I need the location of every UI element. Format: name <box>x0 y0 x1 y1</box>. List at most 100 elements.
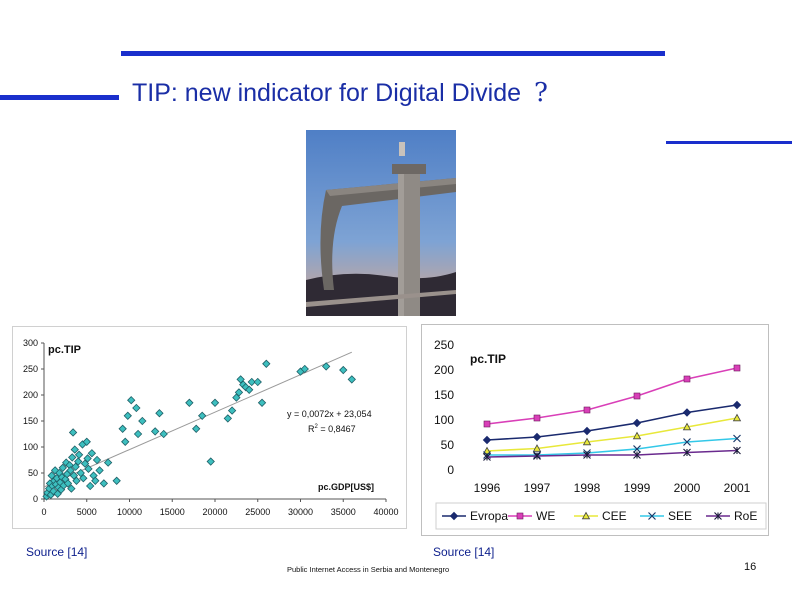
line-chart-panel: 0 50 100 150 200 250 1996 1997 1998 1999 2000 2001 … <box>421 324 769 536</box>
line-marker-square <box>583 406 591 414</box>
line-marker-x <box>633 445 641 453</box>
line-marker-star <box>733 446 741 455</box>
scatter-x-tick-label: 5000 <box>77 507 97 517</box>
scatter-point <box>67 484 76 493</box>
line-marker-triangle <box>581 511 591 520</box>
source-left: Source [14] <box>26 545 88 559</box>
line-marker-square <box>633 392 641 400</box>
line-marker-square <box>516 512 524 520</box>
scatter-x-tick-label: 15000 <box>160 507 185 517</box>
scatter-point <box>262 359 271 368</box>
line-y-tick-label: 250 <box>434 338 454 352</box>
scatter-point <box>92 455 102 465</box>
scatter-y-tick-label: 150 <box>23 416 38 426</box>
scatter-point <box>74 450 84 459</box>
scatter-point <box>95 466 104 475</box>
scatter-x-tick-label: 40000 <box>373 507 398 517</box>
line-marker-triangle <box>682 422 692 431</box>
line-y-tick-label: 50 <box>441 438 455 452</box>
scatter-point <box>118 424 127 433</box>
line-marker-star <box>714 512 722 520</box>
r2-sup: 2 <box>315 424 319 430</box>
scatter-point <box>74 457 83 466</box>
line-marker-x <box>733 434 741 443</box>
scatter-point <box>49 487 58 496</box>
line-series-cee <box>486 417 738 452</box>
scatter-point <box>192 424 201 433</box>
scatter-point <box>339 365 348 375</box>
line-x-tick-label: 1997 <box>524 481 551 495</box>
scatter-y-tick-label: 200 <box>23 390 38 400</box>
scatter-point <box>159 429 168 439</box>
scatter-x-tick-label: 30000 <box>288 507 313 517</box>
scatter-x-tick-label: 10000 <box>117 507 142 517</box>
title-rule-left <box>0 95 119 100</box>
scatter-chart: 0 5000 10000 15000 20000 25000 30000 35000 40000… <box>23 338 399 517</box>
trend-equation: y = 0,0072x + 23,054 <box>287 409 372 419</box>
scatter-point <box>87 449 97 458</box>
scatter-point <box>155 409 164 418</box>
scatter-point <box>86 481 95 491</box>
line-series-evropa <box>486 404 738 441</box>
scatter-point <box>79 474 88 483</box>
scatter-point <box>300 364 309 374</box>
line-marker-star <box>483 453 491 461</box>
line-marker-diamond <box>532 432 542 442</box>
bridge-ramp-photo <box>306 130 456 316</box>
scatter-y-tick-label: 50 <box>28 468 38 478</box>
scatter-point <box>68 428 78 437</box>
title-rule-right <box>666 141 792 144</box>
source-right: Source [14] <box>433 545 495 559</box>
scatter-point <box>72 476 81 485</box>
line-y-tick-label: 0 <box>447 463 454 477</box>
line-series-roe <box>486 449 738 458</box>
scatter-point <box>245 385 254 394</box>
line-y-tick-label: 100 <box>434 413 454 427</box>
scatter-point <box>127 396 136 405</box>
line-x-tick-label: 1996 <box>474 481 501 495</box>
scatter-point <box>103 458 113 467</box>
scatter-point <box>150 427 160 436</box>
scatter-y-tick-label: 0 <box>33 494 38 504</box>
legend-label-evropa: Evropa <box>470 509 508 523</box>
line-marker-diamond <box>732 400 742 410</box>
legend-label-see: SEE <box>668 509 692 523</box>
line-marker-square <box>683 375 691 383</box>
scatter-x-tick-label: 35000 <box>331 507 356 517</box>
scatter-chart-panel: 0 5000 10000 15000 20000 25000 30000 35000 40000… <box>12 326 407 529</box>
slide-title: TIP: new indicator for Digital Divide ? <box>132 78 548 108</box>
line-marker-triangle <box>732 413 742 422</box>
line-x-tick-label: 2001 <box>724 481 751 495</box>
scatter-point <box>99 479 109 488</box>
footer-text: Public Internet Access in Serbia and Mon… <box>287 565 450 574</box>
scatter-point <box>347 375 356 384</box>
line-marker-star <box>683 448 691 457</box>
line-marker-triangle <box>582 437 592 446</box>
scatter-point <box>91 476 100 485</box>
scatter-point <box>133 429 143 439</box>
scatter-point <box>58 463 67 472</box>
scatter-point <box>82 437 91 446</box>
scatter-xlabel: pc.GDP[US$] <box>318 482 374 492</box>
line-marker-x <box>648 512 656 520</box>
title-rule-top <box>121 51 665 56</box>
scatter-point <box>321 362 331 371</box>
scatter-y-tick-label: 100 <box>23 442 38 452</box>
r2-value: = 0,8467 <box>318 424 356 434</box>
line-marker-x <box>683 438 691 446</box>
line-marker-diamond <box>449 511 459 521</box>
slide-title-text: TIP: new indicator for Digital Divide <box>132 79 522 107</box>
line-x-tick-label: 1998 <box>574 481 601 495</box>
scatter-x-tick-label: 0 <box>41 507 46 517</box>
line-marker-square <box>533 414 541 422</box>
scatter-point <box>83 454 92 463</box>
line-x-tick-label: 1999 <box>624 481 651 495</box>
scatter-x-tick-label: 25000 <box>245 507 270 517</box>
legend-label-we: WE <box>536 509 555 523</box>
scatter-point <box>253 377 262 387</box>
line-series-we <box>486 367 738 425</box>
scatter-point <box>247 377 256 387</box>
trend-r-squared: R2 = 0,8467 <box>308 424 356 434</box>
line-marker-star <box>583 451 591 459</box>
